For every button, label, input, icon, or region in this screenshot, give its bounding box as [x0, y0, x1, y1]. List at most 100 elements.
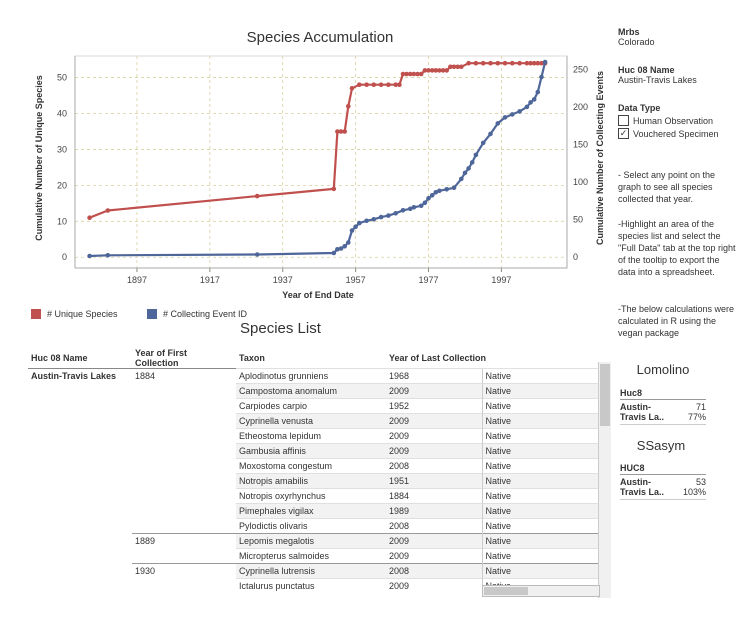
data-point[interactable] [535, 89, 541, 95]
lomolino-row[interactable]: Austin- Travis La.. 71 77% [620, 402, 706, 425]
data-point[interactable] [408, 71, 413, 77]
data-point[interactable] [542, 59, 548, 65]
data-point[interactable] [349, 228, 355, 233]
data-point[interactable] [254, 252, 260, 257]
data-point[interactable] [510, 112, 515, 117]
data-point[interactable] [469, 160, 475, 165]
data-point[interactable] [473, 60, 479, 66]
horizontal-scroll-thumb[interactable] [484, 587, 528, 595]
data-point[interactable] [371, 82, 377, 87]
option-vouchered-specimen[interactable]: ✓ Vouchered Specimen [618, 128, 719, 139]
table-row[interactable]: Pylodictis olivaris 2008 Native [28, 518, 599, 534]
data-point[interactable] [528, 60, 533, 66]
data-point[interactable] [422, 68, 428, 73]
data-point[interactable] [422, 200, 428, 206]
data-point[interactable] [353, 224, 358, 230]
data-point[interactable] [404, 71, 409, 77]
data-point[interactable] [466, 166, 471, 171]
data-point[interactable] [473, 152, 479, 158]
data-point[interactable] [415, 71, 420, 77]
table-row[interactable]: Notropis amabilis 1951 Native [28, 473, 599, 489]
data-point[interactable] [459, 64, 464, 70]
data-point[interactable] [331, 250, 337, 256]
data-point[interactable] [429, 193, 435, 198]
data-point[interactable] [539, 74, 544, 80]
data-point[interactable] [386, 213, 391, 218]
data-point[interactable] [418, 203, 424, 209]
horizontal-scrollbar[interactable] [482, 585, 600, 597]
data-point[interactable] [480, 60, 486, 66]
data-point[interactable] [335, 129, 340, 134]
data-point[interactable] [357, 82, 362, 87]
legend-collecting-events[interactable]: # Collecting Event ID [147, 309, 247, 319]
data-point[interactable] [378, 82, 384, 87]
data-point[interactable] [531, 60, 537, 66]
checkbox-human-observation[interactable] [618, 115, 629, 126]
table-row[interactable]: Austin-Travis Lakes 1884 Aplodinotus grunn… [28, 368, 599, 384]
data-point[interactable] [462, 170, 468, 176]
header-huc-name[interactable]: Huc 08 Name [31, 353, 88, 363]
data-point[interactable] [437, 188, 442, 194]
data-point[interactable] [411, 205, 417, 210]
vertical-scrollbar[interactable] [598, 362, 611, 598]
table-row[interactable]: Carpiodes carpio 1952 Native [28, 398, 599, 414]
data-point[interactable] [338, 246, 344, 251]
data-point[interactable] [338, 129, 344, 134]
data-point[interactable] [444, 187, 450, 192]
data-point[interactable] [411, 71, 417, 77]
data-point[interactable] [397, 82, 402, 87]
data-point[interactable] [455, 64, 461, 70]
data-point[interactable] [502, 115, 508, 120]
data-point[interactable] [440, 68, 446, 73]
ssasym-row[interactable]: Austin- Travis La.. 53 103% [620, 477, 706, 500]
data-point[interactable] [342, 129, 348, 134]
header-first-collection[interactable]: Year of First Collection [135, 348, 188, 368]
option-human-observation[interactable]: Human Observation [618, 115, 719, 126]
data-point[interactable] [335, 247, 340, 252]
data-point[interactable] [346, 240, 351, 245]
data-point[interactable] [488, 131, 493, 137]
checkbox-vouchered-specimen[interactable]: ✓ [618, 128, 629, 139]
table-row[interactable]: Gambusia affinis 2009 Native [28, 443, 599, 459]
legend-unique-species[interactable]: # Unique Species [31, 309, 118, 319]
data-point[interactable] [331, 186, 337, 192]
species-accumulation-chart[interactable]: 0 10 20 30 40 50 0 50 100 150 200 250 1897 1917 1937 19… [0, 0, 612, 305]
table-row[interactable]: Etheostoma lepidum 2009 Native [28, 428, 599, 444]
data-point[interactable] [444, 68, 450, 73]
data-point[interactable] [451, 185, 457, 191]
table-row[interactable]: Pimephales vigilax 1989 Native [28, 503, 599, 519]
data-point[interactable] [528, 100, 533, 105]
data-point[interactable] [393, 82, 399, 87]
data-point[interactable] [524, 104, 530, 110]
data-point[interactable] [378, 214, 384, 220]
data-point[interactable] [105, 208, 111, 213]
data-point[interactable] [466, 60, 471, 66]
data-point[interactable] [364, 82, 369, 87]
data-point[interactable] [87, 215, 92, 220]
data-point[interactable] [393, 211, 399, 216]
data-point[interactable] [357, 220, 362, 226]
data-point[interactable] [517, 60, 522, 66]
data-point[interactable] [433, 68, 439, 73]
data-point[interactable] [535, 60, 541, 66]
data-point[interactable] [429, 68, 435, 73]
data-point[interactable] [105, 253, 111, 258]
table-row[interactable]: Moxostoma congestum 2008 Native [28, 458, 599, 474]
data-point[interactable] [386, 82, 391, 87]
data-point[interactable] [495, 121, 501, 126]
table-row[interactable]: 1889 Lepomis megalotis 2009 Native [28, 533, 599, 549]
data-point[interactable] [426, 68, 431, 73]
header-taxon[interactable]: Taxon [239, 353, 265, 363]
data-point[interactable] [480, 140, 486, 146]
data-point[interactable] [87, 253, 92, 259]
data-point[interactable] [433, 190, 439, 195]
table-row[interactable]: Campostoma anomalum 2009 Native [28, 383, 599, 399]
data-point[interactable] [502, 60, 508, 66]
data-point[interactable] [254, 193, 260, 199]
table-row[interactable]: 1930 Cyprinella lutrensis 2008 Native [28, 563, 599, 579]
data-point[interactable] [349, 86, 355, 91]
data-point[interactable] [437, 68, 442, 73]
data-point[interactable] [342, 244, 348, 249]
data-point[interactable] [459, 176, 464, 182]
data-point[interactable] [517, 109, 522, 114]
